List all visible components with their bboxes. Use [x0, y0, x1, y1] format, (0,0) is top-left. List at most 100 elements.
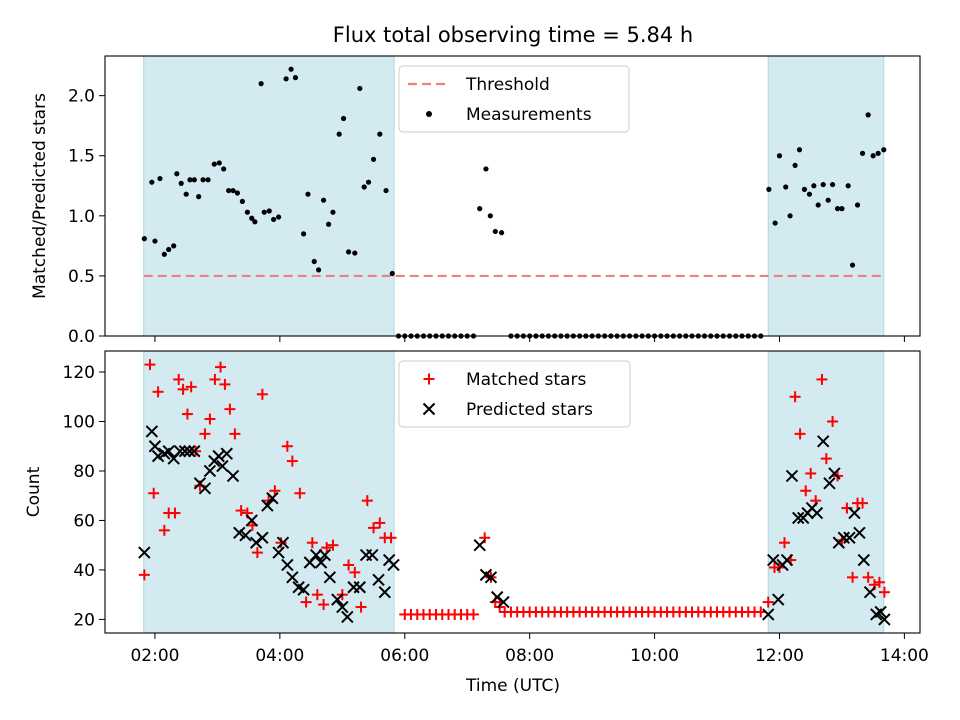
x-tick-label: 10:00: [630, 646, 679, 666]
measurement-point: [244, 209, 250, 215]
predicted-star-point: [261, 499, 274, 512]
cross-stroke: [198, 482, 212, 495]
measurement-point: [161, 251, 167, 257]
measurement-point: [839, 206, 845, 212]
matched-star-point: [847, 571, 859, 583]
measurement-point: [216, 160, 222, 166]
cross-stroke: [178, 444, 192, 458]
cross-stroke: [162, 444, 175, 458]
shaded-interval: [143, 55, 395, 337]
measurement-point: [829, 181, 836, 188]
measurement-point: [230, 187, 236, 194]
measurement-point: [149, 179, 155, 185]
predicted-star-point: [353, 581, 367, 594]
cross-stroke: [878, 613, 891, 626]
top-plot-frame: [104, 55, 921, 337]
cross-stroke: [785, 469, 799, 483]
measurement-point: [276, 214, 282, 220]
matched-star-point: [181, 408, 193, 420]
cross-stroke: [281, 558, 294, 572]
predicted-star-point: [138, 546, 151, 559]
matched-star-point: [321, 542, 333, 554]
predicted-star-point: [318, 548, 332, 562]
matched-star-point: [275, 537, 287, 549]
measurement-point: [352, 250, 358, 256]
cross-stroke: [323, 571, 337, 584]
measurement-point: [183, 191, 189, 197]
cross-stroke: [286, 571, 299, 584]
predicted-star-point: [272, 546, 285, 559]
predicted-star-point: [286, 571, 299, 584]
bottom-y-axis-label: Count: [24, 466, 44, 517]
predicted-star-point: [178, 444, 192, 458]
measurement-point: [292, 75, 299, 81]
matched-star-point: [199, 428, 211, 440]
cross-stroke: [292, 581, 305, 594]
measurement-point: [141, 236, 147, 242]
bottom-legend-box: [398, 360, 631, 428]
cross-stroke: [853, 526, 866, 540]
matched-star-point: [778, 537, 790, 549]
predicted-star-point: [183, 444, 196, 458]
cross-stroke: [479, 568, 493, 582]
cross-stroke: [220, 447, 233, 460]
top-panel: 0.00.51.01.52.0 Matched/Predicted stars …: [30, 55, 921, 347]
predicted-star-point: [780, 553, 794, 567]
measurement-point: [865, 112, 871, 118]
matched-star-point: [368, 522, 380, 534]
matched-star-point: [158, 524, 170, 536]
matched-star-point: [862, 571, 874, 583]
bottom-x-axis: 02:00 04:00 06:00 08:00 10:00 12:00 14:00: [130, 633, 929, 666]
measurement-point: [211, 161, 217, 167]
matched-star-point: [224, 403, 236, 415]
predicted-star-point: [281, 558, 294, 572]
y-tick-label: 80: [73, 462, 95, 482]
measurement-point: [200, 177, 206, 183]
cross-stroke: [145, 425, 159, 438]
predicted-star-point: [341, 610, 354, 624]
x-tick-label: 06:00: [380, 646, 429, 666]
predicted-star-point: [372, 573, 385, 587]
cross-stroke: [226, 469, 240, 483]
bottom-plot-frame: [104, 350, 921, 634]
matched-star-point: [138, 569, 150, 581]
predicted-star-point: [785, 469, 799, 483]
matched-star-point: [185, 381, 197, 393]
matched-legend-label: Matched stars: [466, 370, 586, 390]
cross-stroke: [816, 435, 830, 448]
measurement-point: [492, 228, 498, 235]
matched-star-point: [349, 566, 361, 578]
predicted-star-point: [792, 511, 805, 525]
cross-stroke: [810, 506, 824, 520]
cross-stroke: [233, 526, 246, 540]
measurement-point: [330, 209, 336, 215]
matched-star-point: [343, 559, 355, 571]
matched-star-point: [204, 413, 216, 425]
cross-stroke: [857, 553, 871, 567]
cross-stroke: [266, 491, 279, 505]
measurement-point: [881, 147, 887, 153]
predicted-star-point: [816, 435, 830, 448]
measurement-point: [311, 258, 317, 265]
measurement-point: [796, 147, 803, 153]
cross-stroke: [762, 608, 775, 621]
matched-star-point: [144, 359, 156, 371]
cross-stroke: [341, 610, 354, 624]
measurement-point: [325, 221, 332, 227]
measurement-point: [191, 177, 197, 183]
cross-stroke: [772, 593, 785, 606]
predicted-star-point: [874, 605, 887, 619]
measurement-point: [776, 153, 783, 159]
predicted-star-point: [366, 548, 379, 562]
top-legend: Threshold Measurements: [398, 65, 630, 133]
cross-stroke: [837, 531, 851, 544]
measurement-point: [357, 85, 363, 92]
measurement-point: [226, 187, 232, 194]
matched-star-point: [300, 596, 312, 608]
cross-stroke: [239, 529, 252, 542]
y-tick-label: 1.0: [68, 207, 95, 227]
measurements-legend-label: Measurements: [466, 105, 592, 125]
matched-star-point: [467, 608, 479, 620]
matched-star-point: [306, 537, 318, 549]
